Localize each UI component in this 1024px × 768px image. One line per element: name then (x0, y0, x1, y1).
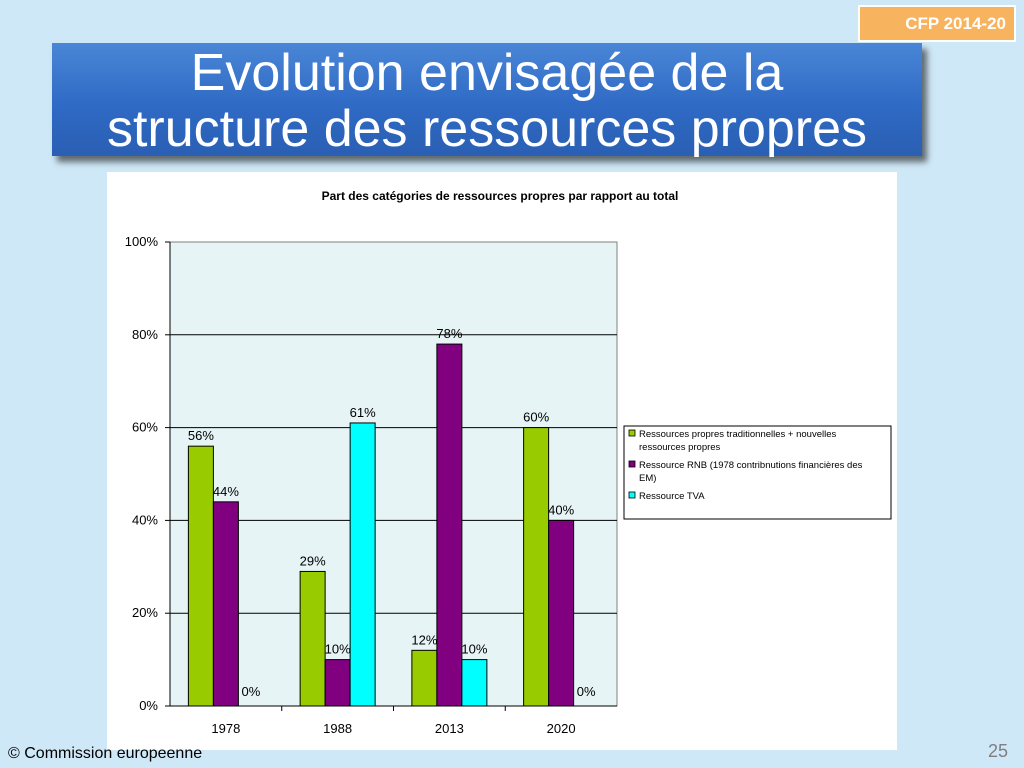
slide-title-line-1: Evolution envisagée de la (190, 44, 784, 102)
data-label: 78% (436, 326, 462, 341)
legend-label: Ressource TVA (639, 491, 705, 502)
x-tick-label: 1978 (211, 721, 240, 736)
data-label: 10% (325, 642, 351, 657)
bar (299, 570, 326, 707)
legend-box (623, 425, 892, 520)
slide-title-line-2: structure des ressources propres (106, 100, 868, 158)
bar (187, 445, 214, 707)
y-tick-label: 40% (132, 512, 158, 527)
legend-swatch (628, 491, 636, 499)
y-tick-label: 100% (125, 234, 159, 249)
x-tick-label: 1988 (323, 721, 352, 736)
bar (212, 501, 239, 707)
data-label: 10% (461, 642, 487, 657)
data-label: 0% (241, 684, 260, 699)
y-tick-label: 0% (139, 698, 158, 713)
legend-label: Ressource RNB (1978 contribnutions finan… (639, 460, 863, 484)
data-label: 29% (300, 553, 326, 568)
data-label: 0% (577, 684, 596, 699)
bar (411, 649, 438, 707)
legend-swatch (628, 460, 636, 468)
y-tick-label: 20% (132, 605, 158, 620)
data-label: 44% (213, 484, 239, 499)
data-label: 60% (523, 410, 549, 425)
bar (324, 659, 351, 707)
page-number: 25 (988, 741, 1009, 761)
x-tick-label: 2013 (435, 721, 464, 736)
bar (436, 343, 463, 707)
bar-chart: Part des catégories de ressources propre… (125, 189, 892, 736)
bar (548, 519, 575, 707)
data-label: 61% (350, 405, 376, 420)
data-label: 40% (548, 502, 574, 517)
slide-title-box: Evolution envisagée de la structure des … (52, 43, 922, 158)
slide-badge: CFP 2014-20 (858, 5, 1016, 42)
legend-label: Ressources propres traditionnelles + nou… (639, 429, 836, 453)
chart-title: Part des catégories de ressources propre… (322, 189, 679, 203)
legend-swatch (628, 429, 636, 437)
y-tick-label: 60% (132, 420, 158, 435)
data-label: 12% (411, 632, 437, 647)
bar (523, 427, 550, 707)
x-tick-label: 2020 (547, 721, 576, 736)
copyright-footer: © Commission europeenne (8, 745, 203, 762)
bar (461, 659, 488, 707)
data-label: 56% (188, 428, 214, 443)
chart-panel: Part des catégories de ressources propre… (107, 172, 897, 750)
y-tick-label: 80% (132, 327, 158, 342)
bar (349, 422, 376, 707)
